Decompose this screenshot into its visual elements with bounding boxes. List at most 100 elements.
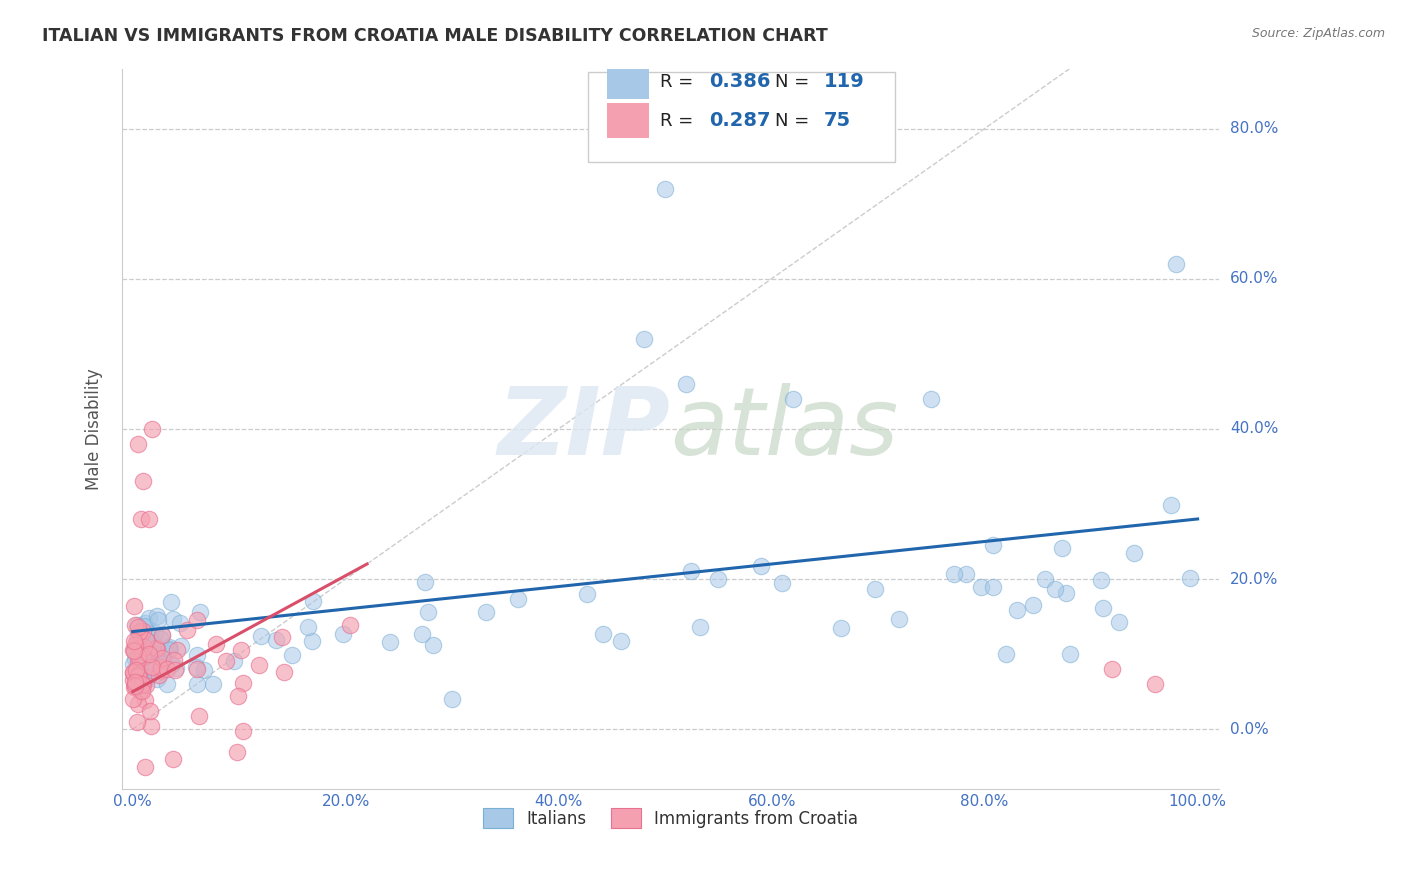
- Text: N =: N =: [775, 72, 814, 91]
- Point: [1022, 598, 1045, 612]
- Point: [131, 628, 153, 642]
- Point: [1059, 647, 1081, 661]
- FancyBboxPatch shape: [588, 72, 896, 162]
- Point: [1108, 615, 1130, 630]
- Point: [1050, 541, 1073, 555]
- Point: [1123, 546, 1146, 560]
- Point: [150, 661, 173, 675]
- Point: [186, 677, 208, 691]
- Point: [187, 709, 209, 723]
- Point: [150, 650, 173, 665]
- Point: [160, 657, 183, 672]
- Point: [247, 658, 270, 673]
- Point: [143, 626, 166, 640]
- Point: [232, 723, 254, 738]
- Point: [131, 683, 153, 698]
- Point: [138, 669, 160, 683]
- Point: [474, 605, 496, 619]
- Point: [124, 679, 146, 693]
- Point: [132, 619, 155, 633]
- Point: [136, 669, 159, 683]
- Point: [981, 580, 1004, 594]
- Text: atlas: atlas: [671, 384, 898, 475]
- Point: [134, 661, 156, 675]
- Point: [156, 646, 179, 660]
- Point: [129, 627, 152, 641]
- Point: [186, 662, 208, 676]
- Point: [128, 667, 150, 681]
- Point: [122, 634, 145, 648]
- Point: [141, 648, 163, 663]
- Point: [127, 648, 149, 663]
- Point: [141, 660, 163, 674]
- Point: [135, 632, 157, 647]
- Point: [150, 632, 173, 647]
- Point: [970, 580, 993, 594]
- Point: [132, 475, 155, 489]
- Text: Source: ZipAtlas.com: Source: ZipAtlas.com: [1251, 27, 1385, 40]
- Point: [1054, 586, 1077, 600]
- Point: [610, 633, 633, 648]
- Point: [378, 635, 401, 649]
- Text: 0.386: 0.386: [709, 72, 770, 91]
- Point: [128, 684, 150, 698]
- Point: [506, 591, 529, 606]
- FancyBboxPatch shape: [607, 103, 648, 138]
- Text: 60.0%: 60.0%: [1230, 271, 1278, 286]
- Point: [124, 643, 146, 657]
- Point: [132, 678, 155, 692]
- Point: [169, 616, 191, 631]
- Point: [229, 643, 252, 657]
- Text: 119: 119: [824, 72, 865, 91]
- Point: [166, 643, 188, 657]
- Point: [125, 663, 148, 677]
- Point: [1090, 573, 1112, 587]
- Point: [128, 672, 150, 686]
- Point: [124, 677, 146, 691]
- Point: [1160, 498, 1182, 512]
- Point: [226, 689, 249, 703]
- Point: [128, 654, 150, 668]
- Point: [301, 633, 323, 648]
- Point: [411, 627, 433, 641]
- Point: [131, 643, 153, 657]
- Text: 80.0%: 80.0%: [1230, 121, 1278, 136]
- Point: [135, 678, 157, 692]
- Point: [122, 692, 145, 706]
- Text: ZIP: ZIP: [498, 383, 671, 475]
- Point: [675, 376, 697, 391]
- Point: [751, 558, 773, 573]
- Point: [271, 631, 294, 645]
- Point: [887, 612, 910, 626]
- Point: [131, 677, 153, 691]
- Point: [1043, 582, 1066, 596]
- Point: [163, 663, 186, 677]
- Point: [146, 672, 169, 686]
- Point: [138, 647, 160, 661]
- Point: [138, 668, 160, 682]
- Point: [170, 639, 193, 653]
- Point: [413, 574, 436, 589]
- Point: [955, 567, 977, 582]
- Point: [186, 648, 208, 662]
- Point: [1178, 571, 1201, 585]
- Point: [124, 674, 146, 689]
- Point: [830, 621, 852, 635]
- Point: [159, 642, 181, 657]
- Point: [165, 661, 187, 675]
- Text: 75: 75: [824, 112, 851, 130]
- Text: N =: N =: [775, 112, 814, 129]
- Point: [920, 392, 942, 406]
- Point: [131, 650, 153, 665]
- Point: [250, 629, 273, 643]
- Text: 0.0%: 0.0%: [1230, 722, 1268, 737]
- Point: [122, 665, 145, 680]
- Point: [190, 605, 212, 619]
- Point: [139, 659, 162, 673]
- Text: R =: R =: [659, 72, 699, 91]
- Point: [134, 673, 156, 687]
- Point: [122, 665, 145, 680]
- Point: [134, 760, 156, 774]
- Point: [149, 660, 172, 674]
- Point: [127, 698, 149, 712]
